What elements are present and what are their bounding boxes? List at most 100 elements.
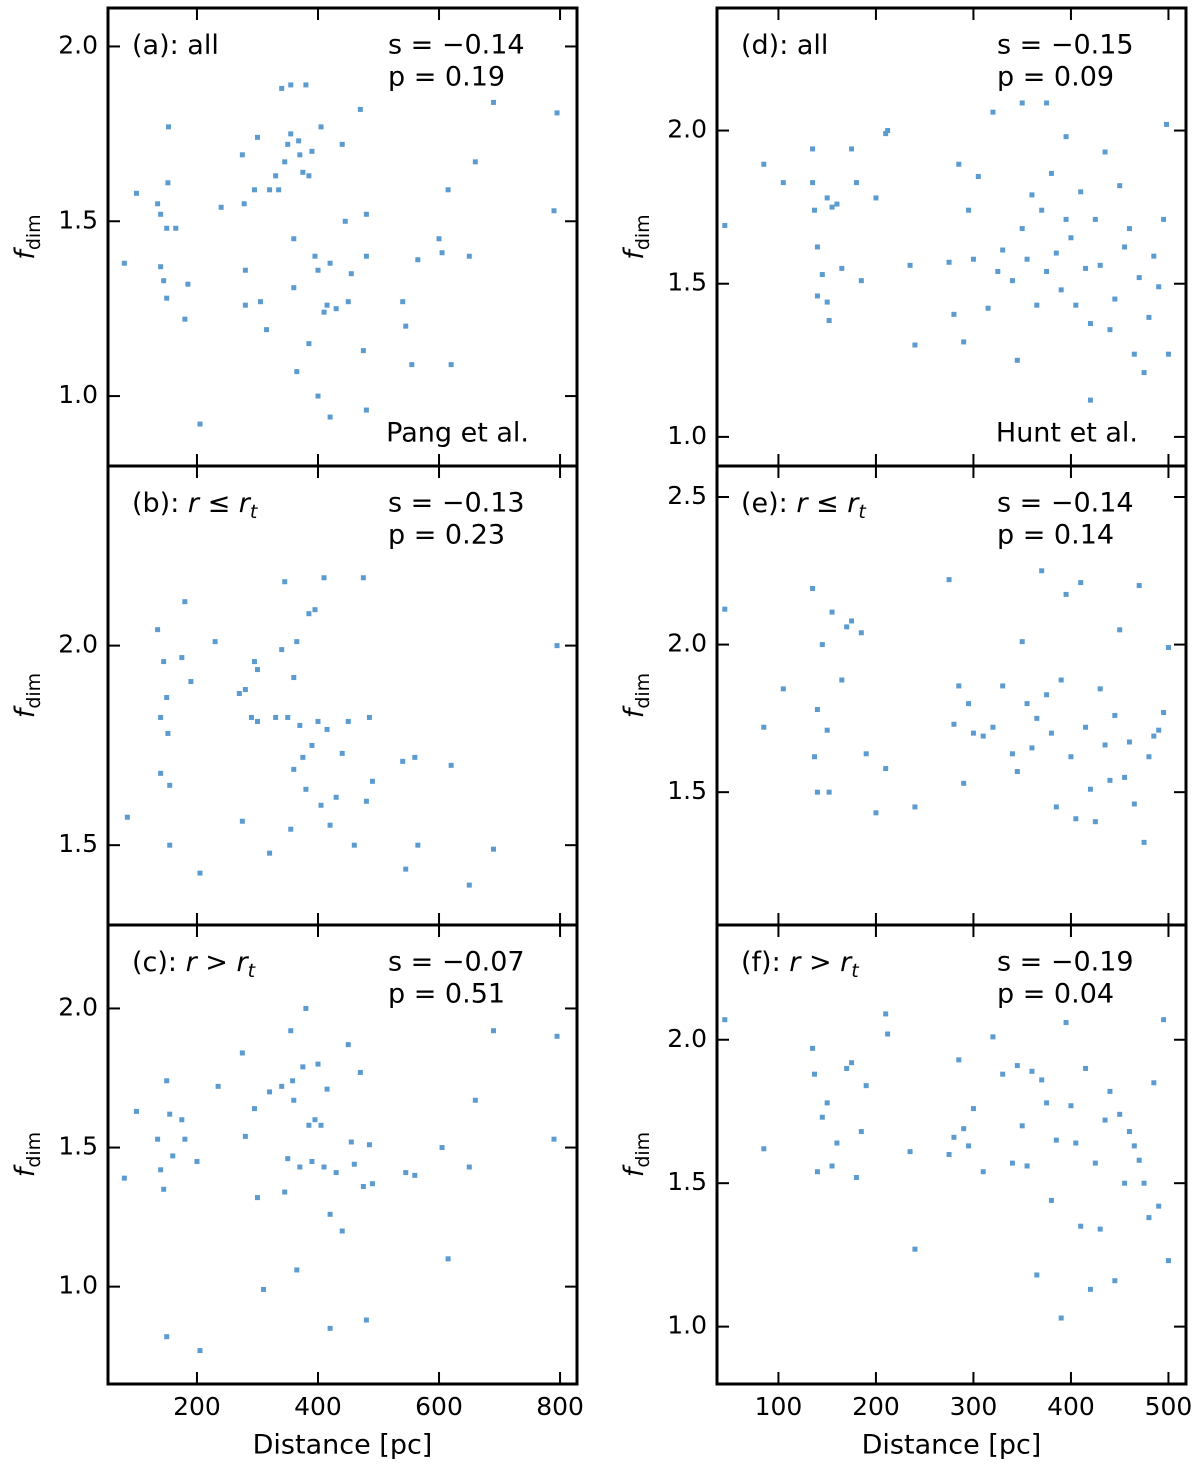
y-tick-label: 2.0 (667, 629, 707, 658)
point (182, 316, 188, 322)
point (1097, 1226, 1103, 1232)
point (197, 1348, 203, 1354)
point (1165, 645, 1171, 651)
point (1039, 1077, 1045, 1083)
point (1034, 302, 1040, 308)
x-axis-label: Distance [pc] (253, 1430, 433, 1461)
point (1097, 686, 1103, 692)
point (324, 1086, 330, 1092)
point (1058, 287, 1064, 293)
point (1078, 580, 1084, 586)
y-tick-label: 2.0 (667, 1024, 707, 1053)
point (1024, 701, 1030, 707)
point (312, 253, 318, 259)
point (357, 106, 363, 112)
point (885, 1031, 891, 1037)
point (306, 173, 312, 179)
y-tick-label: 2.0 (58, 992, 98, 1021)
point (970, 256, 976, 262)
point (1019, 100, 1025, 106)
point (345, 1042, 351, 1048)
point (961, 1126, 967, 1132)
point (951, 311, 957, 317)
point (279, 647, 285, 653)
point (966, 1143, 972, 1149)
point (312, 1117, 318, 1123)
point (333, 1170, 339, 1176)
point (1083, 265, 1089, 271)
point (273, 173, 279, 179)
point (849, 618, 855, 624)
point (812, 754, 818, 760)
point (1063, 134, 1069, 140)
point (121, 1175, 127, 1181)
y-axis-label: fdim (619, 214, 654, 259)
point (1107, 327, 1113, 333)
point (1163, 121, 1169, 127)
point (312, 607, 318, 613)
point (849, 1060, 855, 1066)
point (291, 766, 297, 772)
point (853, 180, 859, 186)
point (445, 1256, 451, 1262)
point (844, 624, 850, 630)
point (409, 362, 415, 368)
point (1126, 1129, 1132, 1135)
point (966, 207, 972, 213)
point (554, 1033, 560, 1039)
point (907, 1149, 913, 1155)
point (241, 201, 247, 207)
point (1156, 727, 1162, 733)
point (1165, 351, 1171, 357)
point (824, 1100, 830, 1106)
point (970, 1106, 976, 1112)
stat-text: p = 0.19 (388, 62, 505, 93)
panel-label: (c): r > rt (132, 947, 257, 982)
point (834, 201, 840, 207)
point (1058, 1315, 1064, 1321)
point (197, 870, 203, 876)
point (1078, 1223, 1084, 1229)
point (814, 789, 820, 795)
point (490, 1028, 496, 1034)
panel-label-sub: t (851, 960, 860, 982)
point (279, 1083, 285, 1089)
point (182, 1136, 188, 1142)
axes-frame (715, 464, 1188, 927)
point (946, 577, 952, 583)
point (1083, 1065, 1089, 1071)
point (1146, 314, 1152, 320)
point (158, 264, 164, 270)
point (1014, 357, 1020, 363)
point (288, 826, 294, 832)
point (1048, 170, 1054, 176)
point (315, 393, 321, 399)
point (282, 1189, 288, 1195)
point (300, 754, 306, 760)
point (155, 201, 161, 207)
point (863, 751, 869, 757)
axes-frame (106, 464, 579, 927)
point (829, 204, 835, 210)
source-note: Hunt et al. (996, 418, 1138, 449)
point (297, 722, 303, 728)
point (179, 1117, 185, 1123)
point (1117, 627, 1123, 633)
point (853, 1174, 859, 1180)
point (849, 146, 855, 152)
point (812, 207, 818, 213)
point (1146, 1215, 1152, 1221)
point (333, 306, 339, 312)
point (819, 272, 825, 278)
point (242, 687, 248, 693)
point (291, 285, 297, 291)
point (885, 128, 891, 134)
point (165, 730, 171, 736)
point (1068, 235, 1074, 241)
point (858, 1129, 864, 1135)
point (345, 299, 351, 305)
point (1034, 715, 1040, 721)
point (254, 667, 260, 673)
point (294, 369, 300, 375)
